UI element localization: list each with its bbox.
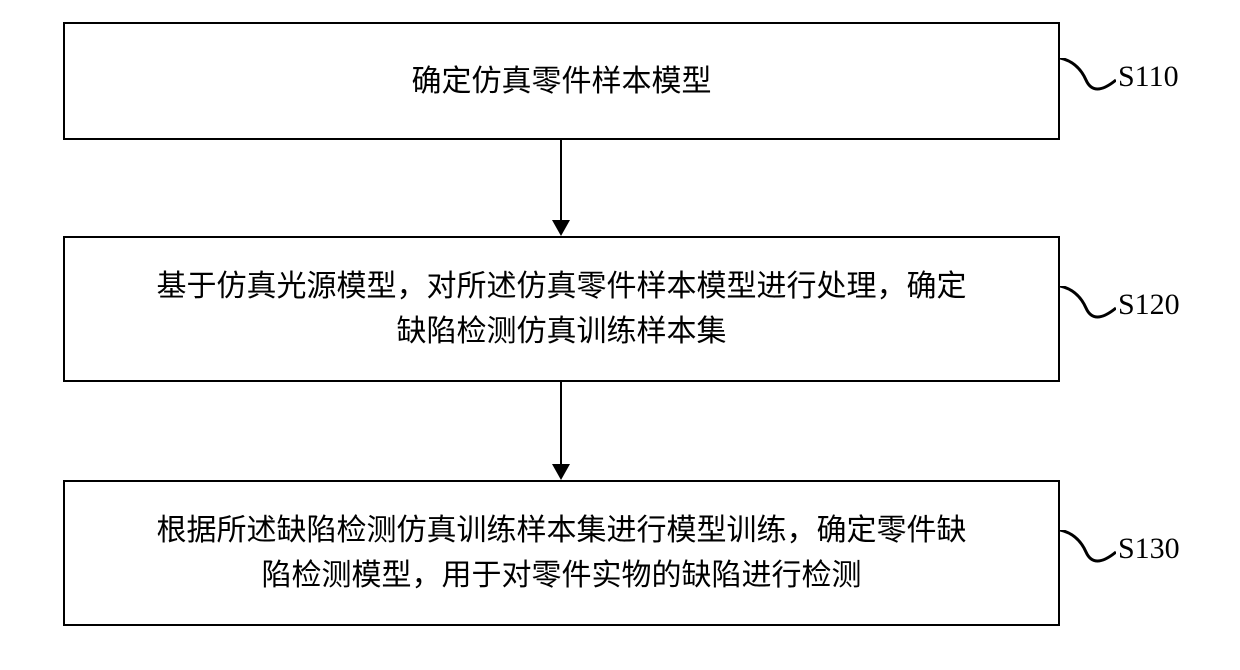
node-text-wrap: 基于仿真光源模型，对所述仿真零件样本模型进行处理，确定 缺陷检测仿真训练样本集 [157, 264, 967, 354]
node-text-line1: 根据所述缺陷检测仿真训练样本集进行模型训练，确定零件缺 [157, 508, 967, 553]
step-label-1: S110 [1118, 62, 1179, 92]
flowchart-node-3: 根据所述缺陷检测仿真训练样本集进行模型训练，确定零件缺 陷检测模型，用于对零件实… [63, 480, 1060, 626]
label-connector-2 [1060, 286, 1116, 330]
node-text-line1: 基于仿真光源模型，对所述仿真零件样本模型进行处理，确定 [157, 264, 967, 309]
arrow-2-3 [556, 382, 566, 480]
node-text-line2: 缺陷检测仿真训练样本集 [157, 309, 967, 354]
node-text: 确定仿真零件样本模型 [412, 59, 712, 104]
label-connector-1 [1060, 58, 1116, 102]
flowchart-node-2: 基于仿真光源模型，对所述仿真零件样本模型进行处理，确定 缺陷检测仿真训练样本集 [63, 236, 1060, 382]
node-text-wrap: 根据所述缺陷检测仿真训练样本集进行模型训练，确定零件缺 陷检测模型，用于对零件实… [157, 508, 967, 598]
step-label-2: S120 [1118, 290, 1180, 320]
node-text-line2: 陷检测模型，用于对零件实物的缺陷进行检测 [157, 553, 967, 598]
step-label-3: S130 [1118, 534, 1180, 564]
arrow-1-2 [556, 140, 566, 236]
label-connector-3 [1060, 530, 1116, 574]
flowchart-node-1: 确定仿真零件样本模型 [63, 22, 1060, 140]
